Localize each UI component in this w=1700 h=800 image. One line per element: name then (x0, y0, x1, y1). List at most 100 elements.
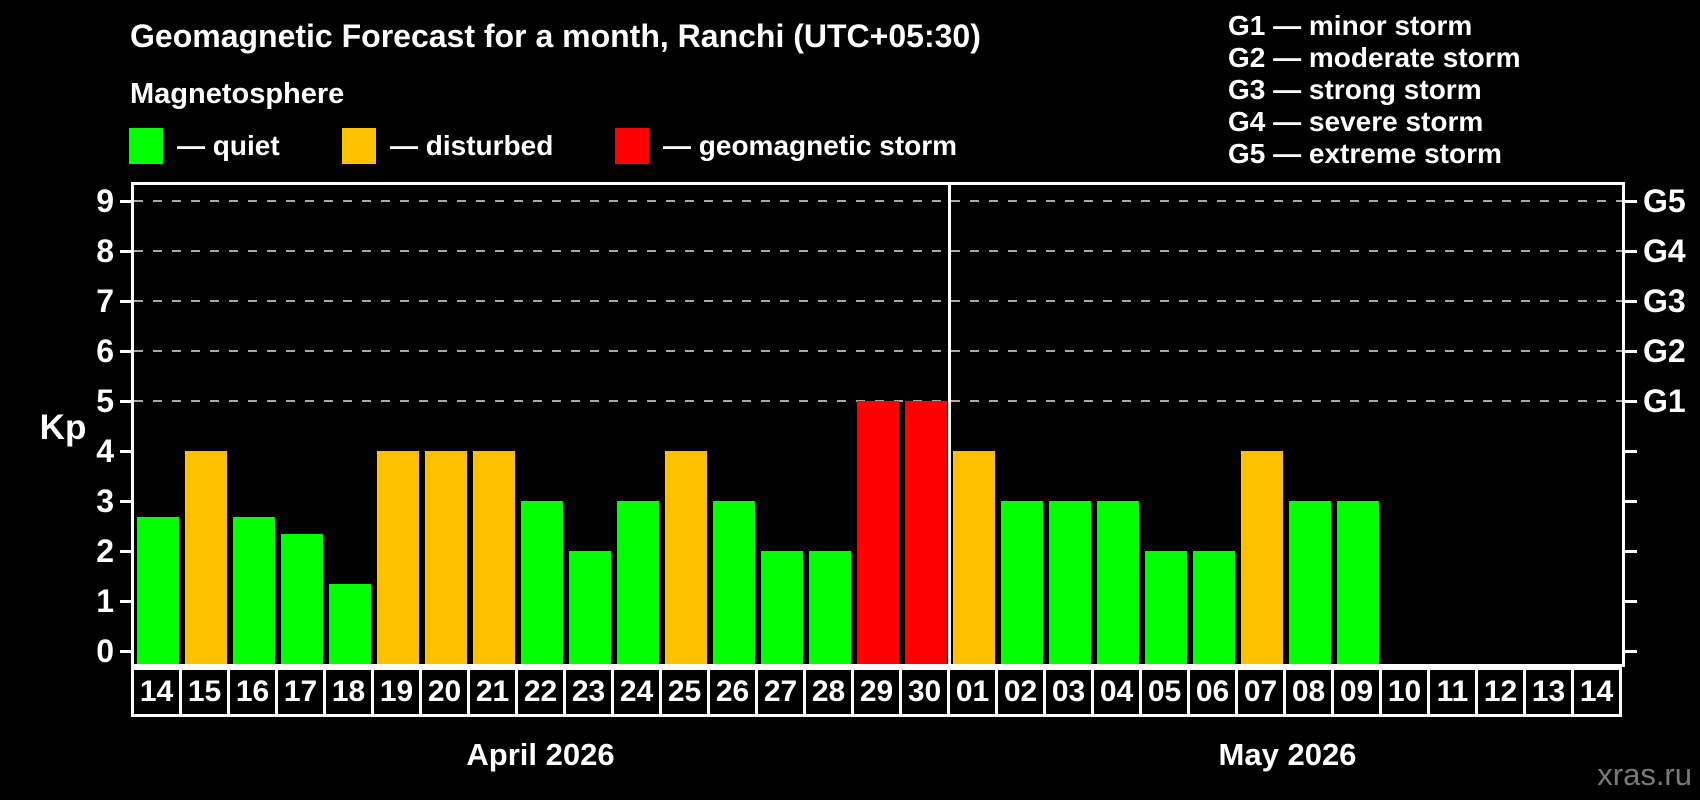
date-cell-april-23: 23 (563, 667, 614, 717)
kp-bar-may-06 (1193, 551, 1235, 664)
date-cell-april-16: 16 (227, 667, 278, 717)
storm-color-swatch (615, 128, 649, 164)
y-axis-label-5: 5 (96, 383, 114, 419)
date-cell-may-04: 04 (1091, 667, 1142, 717)
color-legend: — quiet — disturbed — geomagnetic storm (0, 128, 1100, 170)
date-cell-may-01: 01 (947, 667, 998, 717)
legend-label-storm: — geomagnetic storm (663, 130, 958, 161)
g4-legend-line: G4 — severe storm (1228, 106, 1484, 137)
date-cell-april-19: 19 (371, 667, 422, 717)
axis-tick-t-left-kp-4 (120, 450, 131, 453)
date-cell-april-17: 17 (275, 667, 326, 717)
kp-bar-may-07 (1241, 451, 1283, 664)
date-cell-may-10: 10 (1379, 667, 1430, 717)
kp-bar-april-16 (233, 517, 275, 664)
right-axis-label-g4: G4 (1643, 233, 1686, 269)
date-cell-may-14: 14 (1571, 667, 1622, 717)
g5-legend-line: G5 — extreme storm (1228, 138, 1502, 169)
date-cell-may-09: 09 (1331, 667, 1382, 717)
gridline-kp-8 (134, 250, 1622, 252)
kp-bar-may-03 (1049, 501, 1091, 664)
axis-tick-t-right-kp-2 (1625, 550, 1637, 553)
date-cell-may-06: 06 (1187, 667, 1238, 717)
date-cell-april-26: 26 (707, 667, 758, 717)
plot-area (131, 182, 1625, 667)
date-cell-april-15: 15 (179, 667, 230, 717)
date-cell-april-14: 14 (131, 667, 182, 717)
g3-legend-line: G3 — strong storm (1228, 74, 1482, 105)
quiet-color-swatch (129, 128, 163, 164)
date-cell-may-08: 08 (1283, 667, 1334, 717)
kp-bar-april-27 (761, 551, 803, 664)
axis-tick-t-right-kp-9 (1625, 200, 1637, 203)
axis-tick-t-left-kp-9 (120, 200, 131, 203)
kp-bar-april-24 (617, 501, 659, 664)
y-axis-label-7: 7 (96, 283, 114, 319)
kp-bar-may-09 (1337, 501, 1379, 664)
y-axis-label-2: 2 (96, 533, 114, 569)
right-axis-label-g3: G3 (1643, 283, 1686, 319)
kp-bar-may-01 (953, 451, 995, 664)
axis-tick-t-left-kp-3 (120, 500, 131, 503)
kp-bar-april-19 (377, 451, 419, 664)
magnetosphere-subtitle: Magnetosphere (130, 78, 345, 110)
date-cell-may-13: 13 (1523, 667, 1574, 717)
legend-label-quiet: — quiet (177, 130, 280, 161)
kp-bar-may-04 (1097, 501, 1139, 664)
gridline-kp-6 (134, 350, 1622, 352)
date-cell-may-11: 11 (1427, 667, 1478, 717)
month-separator-line (948, 185, 951, 664)
axis-tick-t-right-kp-0 (1625, 650, 1637, 653)
kp-bar-may-05 (1145, 551, 1187, 664)
axis-tick-t-right-kp-8 (1625, 250, 1637, 253)
kp-bar-april-29 (857, 401, 899, 664)
y-axis-label-0: 0 (96, 633, 114, 669)
right-axis-label-g2: G2 (1643, 333, 1686, 369)
kp-bar-may-02 (1001, 501, 1043, 664)
g2-legend-line: G2 — moderate storm (1228, 42, 1521, 73)
date-cell-april-28: 28 (803, 667, 854, 717)
kp-bar-may-08 (1289, 501, 1331, 664)
axis-tick-t-left-kp-0 (120, 650, 131, 653)
page-title: Geomagnetic Forecast for a month, Ranchi… (130, 18, 981, 54)
date-cell-may-03: 03 (1043, 667, 1094, 717)
date-cell-april-22: 22 (515, 667, 566, 717)
date-cell-april-27: 27 (755, 667, 806, 717)
axis-tick-t-right-kp-6 (1625, 350, 1637, 353)
axis-tick-t-left-kp-1 (120, 600, 131, 603)
date-cell-april-30: 30 (899, 667, 950, 717)
legend-item-quiet: — quiet (129, 128, 280, 164)
y-axis-label-9: 9 (96, 183, 114, 219)
axis-tick-t-left-kp-8 (120, 250, 131, 253)
kp-bar-april-21 (473, 451, 515, 664)
right-axis-label-g5: G5 (1643, 183, 1686, 219)
kp-bar-april-28 (809, 551, 851, 664)
axis-tick-t-left-kp-6 (120, 350, 131, 353)
legend-item-storm: — geomagnetic storm (615, 128, 957, 164)
kp-bar-april-15 (185, 451, 227, 664)
y-axis-label-6: 6 (96, 333, 114, 369)
gridline-kp-7 (134, 300, 1622, 302)
kp-bar-april-23 (569, 551, 611, 664)
kp-bar-april-26 (713, 501, 755, 664)
date-cell-april-18: 18 (323, 667, 374, 717)
axis-tick-t-right-kp-7 (1625, 300, 1637, 303)
g-scale-legend: G1 — minor storm G2 — moderate storm G3 … (1228, 10, 1521, 170)
month-label-may: May 2026 (1218, 737, 1357, 772)
date-cell-april-21: 21 (467, 667, 518, 717)
date-cell-may-07: 07 (1235, 667, 1286, 717)
y-axis-label-8: 8 (96, 233, 114, 269)
disturbed-color-swatch (342, 128, 376, 164)
date-cell-april-25: 25 (659, 667, 710, 717)
kp-bar-april-14 (137, 517, 179, 664)
y-axis-label-1: 1 (96, 583, 114, 619)
axis-tick-t-right-kp-5 (1625, 400, 1637, 403)
date-cell-may-05: 05 (1139, 667, 1190, 717)
kp-bar-april-22 (521, 501, 563, 664)
axis-tick-t-right-kp-4 (1625, 450, 1637, 453)
axis-tick-t-left-kp-7 (120, 300, 131, 303)
kp-bar-april-18 (329, 584, 371, 664)
kp-bar-april-17 (281, 534, 323, 664)
axis-tick-t-left-kp-2 (120, 550, 131, 553)
kp-bar-april-30 (905, 401, 947, 664)
